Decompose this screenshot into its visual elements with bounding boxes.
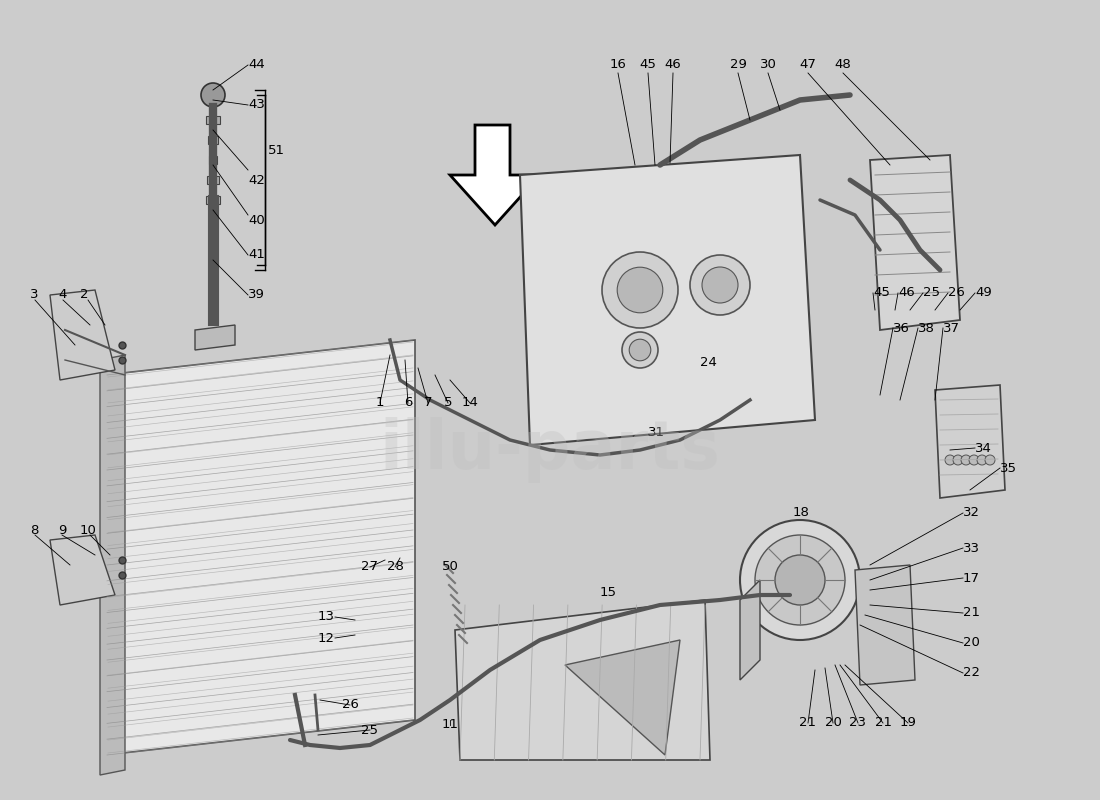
Text: 10: 10 [80,523,97,537]
Text: 13: 13 [318,610,336,623]
Circle shape [702,267,738,303]
Text: 37: 37 [943,322,960,334]
Text: 46: 46 [664,58,681,71]
Text: 32: 32 [962,506,980,519]
Text: 26: 26 [948,286,965,299]
Text: 45: 45 [639,58,657,71]
Bar [208,136,218,144]
Text: 36: 36 [893,322,910,334]
Polygon shape [455,600,710,760]
Circle shape [201,83,225,107]
Text: 30: 30 [760,58,777,71]
Polygon shape [100,355,125,775]
Text: 41: 41 [248,249,265,262]
Polygon shape [50,290,116,380]
Text: 23: 23 [849,717,867,730]
Text: 3: 3 [30,289,38,302]
Text: 33: 33 [962,542,980,554]
Bar [209,216,217,224]
Polygon shape [450,125,540,225]
Text: 20: 20 [825,717,842,730]
Circle shape [984,455,996,465]
Polygon shape [104,340,415,755]
Text: 6: 6 [404,397,412,410]
Circle shape [945,455,955,465]
Text: 42: 42 [248,174,265,186]
Text: 8: 8 [30,523,38,537]
Text: 48: 48 [835,58,851,71]
Text: 4: 4 [58,289,66,302]
Text: 7: 7 [424,397,432,410]
Text: 16: 16 [609,58,626,71]
Circle shape [629,339,651,361]
Text: 9: 9 [58,523,66,537]
Circle shape [740,520,860,640]
Circle shape [977,455,987,465]
Text: 15: 15 [600,586,616,599]
Circle shape [602,252,678,328]
Text: 21: 21 [800,717,816,730]
Bar [206,196,220,204]
Text: 22: 22 [962,666,980,679]
Text: 46: 46 [898,286,915,299]
Text: 28: 28 [386,561,404,574]
Bar [206,116,220,124]
Text: 39: 39 [248,289,265,302]
Text: illu-parts: illu-parts [379,417,720,483]
Circle shape [621,332,658,368]
Text: 25: 25 [362,723,378,737]
Circle shape [690,255,750,315]
Text: 24: 24 [700,357,717,370]
Circle shape [617,267,663,313]
Bar [209,156,217,164]
Text: 40: 40 [248,214,265,226]
Polygon shape [740,580,760,680]
Text: 31: 31 [648,426,666,438]
Text: 1: 1 [376,397,384,410]
Text: 50: 50 [441,561,459,574]
Circle shape [953,455,962,465]
Text: 51: 51 [268,143,285,157]
Text: 2: 2 [80,289,88,302]
Text: 26: 26 [342,698,359,711]
Text: 43: 43 [248,98,265,111]
Text: 21: 21 [874,717,891,730]
Polygon shape [195,325,235,350]
Circle shape [961,455,971,465]
Polygon shape [870,155,960,330]
Text: 49: 49 [975,286,992,299]
Polygon shape [935,385,1005,498]
Circle shape [969,455,979,465]
Text: 44: 44 [248,58,265,71]
Text: 27: 27 [362,561,378,574]
Circle shape [776,555,825,605]
Text: 17: 17 [962,571,980,585]
Text: 25: 25 [923,286,940,299]
Bar [207,176,219,184]
Text: 12: 12 [318,631,336,645]
Text: 45: 45 [873,286,890,299]
Text: 14: 14 [462,397,478,410]
Text: 5: 5 [443,397,452,410]
Text: 38: 38 [918,322,935,334]
Text: 47: 47 [800,58,816,71]
Text: 11: 11 [441,718,459,731]
Text: 21: 21 [962,606,980,619]
Polygon shape [855,565,915,685]
Text: 35: 35 [1000,462,1018,474]
Polygon shape [520,155,815,445]
Text: 29: 29 [729,58,747,71]
Text: 34: 34 [975,442,992,454]
Text: 18: 18 [793,506,810,519]
Circle shape [755,535,845,625]
Polygon shape [50,535,116,605]
Polygon shape [565,640,680,755]
Text: 19: 19 [900,717,916,730]
Text: 20: 20 [962,637,980,650]
